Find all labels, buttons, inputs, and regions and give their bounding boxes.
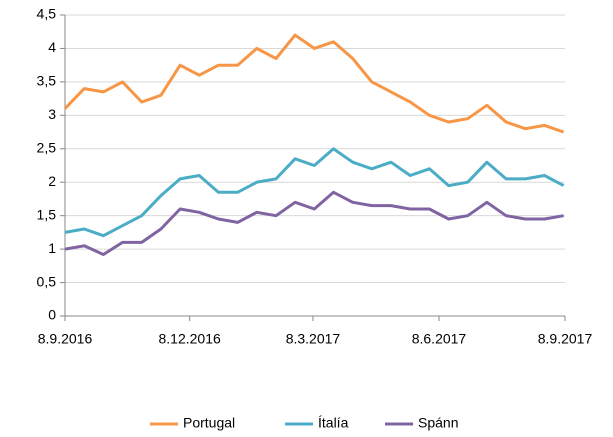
y-tick-label: 2 bbox=[48, 173, 56, 189]
y-tick-label: 1 bbox=[48, 240, 56, 256]
y-tick-label: 0 bbox=[48, 307, 56, 323]
legend-label: Spánn bbox=[418, 415, 458, 431]
x-tick-label: 8.6.2017 bbox=[412, 331, 467, 347]
legend-label: Ítalía bbox=[318, 415, 349, 431]
y-tick-label: 0,5 bbox=[37, 273, 57, 289]
series-line bbox=[64, 147, 565, 238]
y-tick-label: 1,5 bbox=[37, 206, 57, 222]
y-tick-label: 2,5 bbox=[37, 139, 57, 155]
x-tick-label: 8.9.2017 bbox=[538, 331, 593, 347]
legend-label: Portugal bbox=[183, 415, 235, 431]
y-tick-label: 4 bbox=[48, 39, 56, 55]
y-tick-label: 4,5 bbox=[37, 6, 57, 22]
y-tick-label: 3 bbox=[48, 106, 56, 122]
series-line bbox=[64, 190, 564, 256]
x-tick-label: 8.3.2017 bbox=[286, 331, 341, 347]
series-line bbox=[63, 33, 565, 134]
x-tick-label: 8.12.2016 bbox=[159, 331, 221, 347]
y-tick-label: 3,5 bbox=[37, 73, 57, 89]
x-tick-label: 8.9.2016 bbox=[38, 331, 93, 347]
